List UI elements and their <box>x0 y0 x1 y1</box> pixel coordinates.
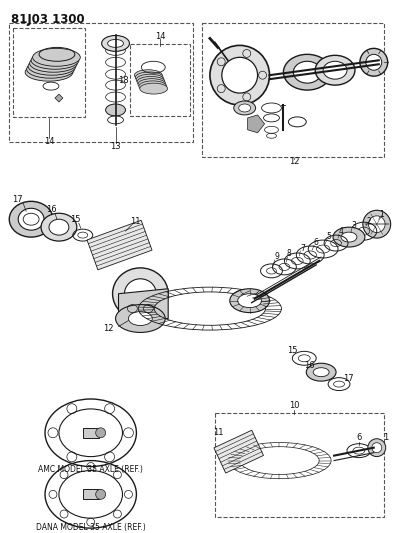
Ellipse shape <box>222 58 257 93</box>
Ellipse shape <box>129 312 152 326</box>
Ellipse shape <box>306 364 336 381</box>
Bar <box>130 44 190 116</box>
Ellipse shape <box>368 439 386 457</box>
Ellipse shape <box>239 104 251 112</box>
Text: 14: 14 <box>44 137 54 146</box>
Text: 12: 12 <box>103 324 114 333</box>
Ellipse shape <box>31 51 79 69</box>
Text: 1: 1 <box>379 210 384 219</box>
Text: 13: 13 <box>110 142 121 151</box>
Ellipse shape <box>18 208 44 230</box>
Text: 5: 5 <box>327 232 332 240</box>
Ellipse shape <box>25 63 73 81</box>
Text: 1: 1 <box>383 433 388 442</box>
Ellipse shape <box>360 49 388 76</box>
Ellipse shape <box>33 49 80 66</box>
Text: 12: 12 <box>289 157 299 166</box>
Text: DANA MODEL 35 AXLE (REF.): DANA MODEL 35 AXLE (REF.) <box>36 523 145 531</box>
Ellipse shape <box>29 54 77 72</box>
Text: 18: 18 <box>118 76 129 85</box>
Text: 15: 15 <box>287 346 298 355</box>
Ellipse shape <box>315 55 355 85</box>
Bar <box>87 220 152 270</box>
Bar <box>83 428 99 438</box>
Bar <box>215 413 384 517</box>
Polygon shape <box>248 115 264 133</box>
Text: AMC MODEL 35 AXLE (REF.): AMC MODEL 35 AXLE (REF.) <box>38 465 143 474</box>
Text: 8: 8 <box>287 249 292 259</box>
Text: 7: 7 <box>300 244 305 253</box>
Ellipse shape <box>102 36 129 51</box>
Ellipse shape <box>106 104 125 116</box>
Ellipse shape <box>140 83 167 94</box>
Ellipse shape <box>136 74 164 85</box>
Text: 17: 17 <box>12 195 22 204</box>
Ellipse shape <box>363 211 391 238</box>
Bar <box>83 489 99 499</box>
Text: 11: 11 <box>130 217 141 225</box>
Ellipse shape <box>27 60 74 78</box>
Text: 10: 10 <box>289 401 299 410</box>
Ellipse shape <box>293 61 321 83</box>
Text: 3: 3 <box>351 221 356 230</box>
Text: 15: 15 <box>71 215 81 224</box>
Text: 9: 9 <box>274 253 279 262</box>
Ellipse shape <box>125 279 156 309</box>
Bar <box>9 22 193 142</box>
Ellipse shape <box>139 81 167 92</box>
Text: 6: 6 <box>314 238 319 247</box>
Ellipse shape <box>9 201 53 237</box>
Ellipse shape <box>134 70 162 80</box>
Ellipse shape <box>366 54 382 70</box>
Ellipse shape <box>95 489 106 499</box>
Bar <box>214 430 263 473</box>
Ellipse shape <box>210 45 270 105</box>
Text: 14: 14 <box>155 32 165 41</box>
Text: 16: 16 <box>304 361 314 370</box>
Ellipse shape <box>95 428 106 438</box>
Ellipse shape <box>108 39 123 47</box>
Ellipse shape <box>230 289 270 312</box>
Ellipse shape <box>283 54 331 90</box>
Ellipse shape <box>369 216 385 232</box>
Polygon shape <box>55 94 63 102</box>
Bar <box>202 22 384 157</box>
Ellipse shape <box>323 61 347 79</box>
Text: 4: 4 <box>339 227 343 236</box>
Ellipse shape <box>112 268 168 320</box>
Text: 81J03 1300: 81J03 1300 <box>11 13 85 26</box>
Text: 2: 2 <box>366 217 371 225</box>
Ellipse shape <box>341 232 357 242</box>
Ellipse shape <box>135 72 163 83</box>
Ellipse shape <box>116 305 165 333</box>
Text: 16: 16 <box>46 205 56 214</box>
Text: 6: 6 <box>356 433 362 442</box>
Polygon shape <box>119 289 168 319</box>
Ellipse shape <box>313 368 329 377</box>
Ellipse shape <box>238 294 262 308</box>
Ellipse shape <box>49 219 69 235</box>
Ellipse shape <box>41 213 77 241</box>
Ellipse shape <box>234 101 255 115</box>
Text: 17: 17 <box>343 374 353 383</box>
Ellipse shape <box>28 58 76 75</box>
Text: 11: 11 <box>213 429 223 437</box>
Bar <box>13 28 85 117</box>
Ellipse shape <box>333 227 365 247</box>
Ellipse shape <box>137 76 165 87</box>
Ellipse shape <box>372 443 382 453</box>
Ellipse shape <box>138 79 166 90</box>
